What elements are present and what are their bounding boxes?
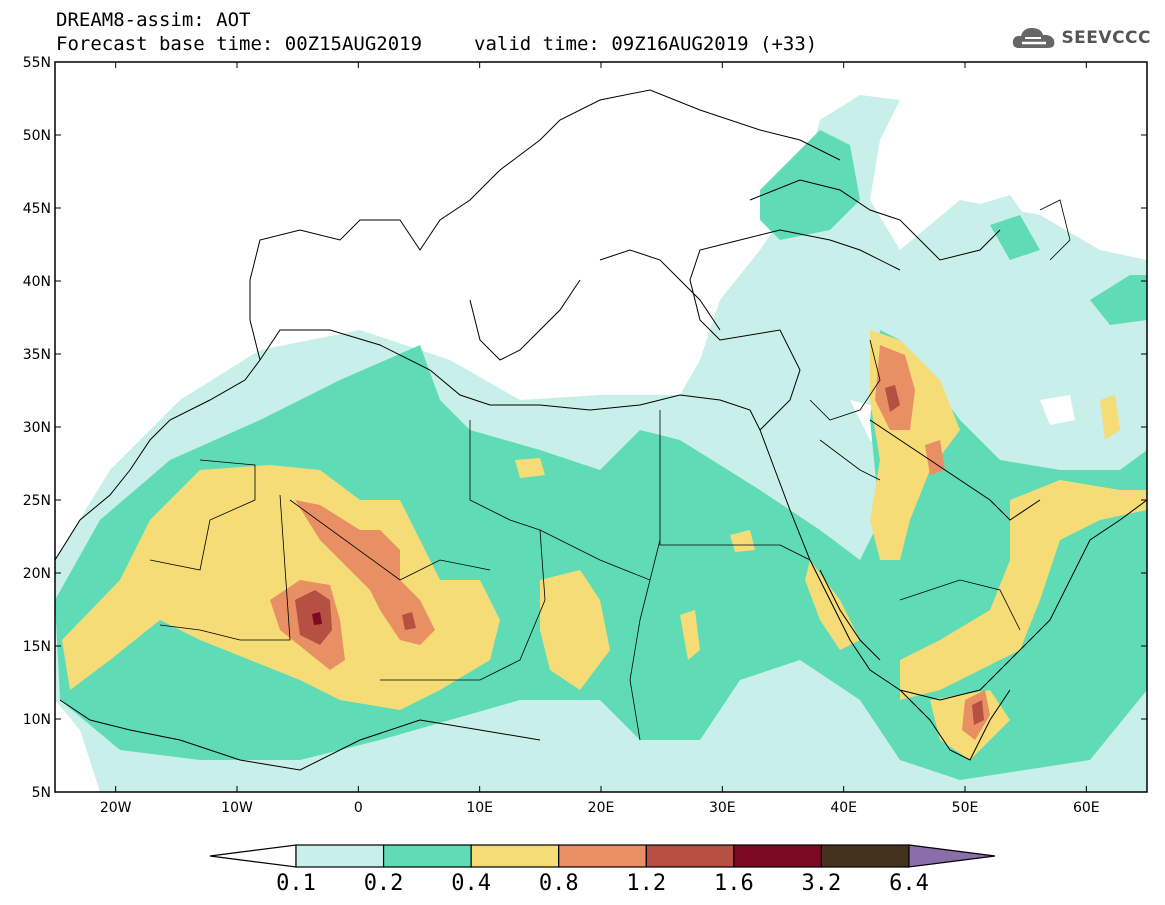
colorbar-label: 6.4 (889, 871, 929, 896)
valid-time: valid time: 09Z16AUG2019 (+33) (474, 33, 818, 55)
colorbar-high-arrow (908, 844, 996, 868)
lon-label: 30E (709, 800, 736, 816)
colorbar-segment (558, 844, 647, 868)
aot-level-1.6 (312, 612, 322, 625)
lon-label: 10W (221, 800, 253, 816)
lon-label: 20E (588, 800, 615, 816)
colorbar-segment (645, 844, 735, 868)
cloud-logo-icon (1013, 28, 1055, 48)
colorbar-segment (295, 844, 385, 868)
colorbar-label: 1.2 (626, 871, 666, 896)
coastlines (55, 89, 1147, 771)
colorbar-label: 0.4 (451, 871, 491, 896)
lon-label: 50E (952, 800, 979, 816)
colorbar-label: 1.6 (714, 871, 754, 896)
colorbar-segment (820, 844, 910, 868)
lat-label: 10N (23, 712, 51, 728)
map-subtitle: Forecast base time: 00Z15AUG2019 valid ti… (56, 34, 817, 54)
colorbar-label: 0.1 (276, 871, 316, 896)
longitude-axis: 20W 10W 0 10E 20E 30E 40E 50E 60E (100, 62, 1100, 816)
colorbar-label: 0.2 (364, 871, 404, 896)
lat-label: 35N (23, 347, 51, 363)
lon-label: 0 (354, 800, 363, 816)
map-title: DREAM8-assim: AOT (56, 9, 251, 31)
lat-label: 5N (32, 785, 51, 801)
lat-label: 15N (23, 639, 51, 655)
lat-label: 45N (23, 201, 51, 217)
lat-label: 55N (23, 55, 51, 71)
lat-label: 50N (23, 128, 51, 144)
aot-contours (55, 62, 1147, 792)
colorbar-label: 3.2 (802, 871, 842, 896)
latitude-axis: 55N 50N 45N 40N 35N 30N 25N 20N 15N 10N 5N (23, 55, 1147, 801)
lat-label: 20N (23, 566, 51, 582)
seevccc-logo: SEEVCCC (1011, 24, 1151, 52)
colorbar-segment (382, 844, 472, 868)
colorbar-low-arrow (209, 844, 297, 868)
forecast-base-time: Forecast base time: 00Z15AUG2019 (56, 33, 423, 55)
colorbar-label: 0.8 (539, 871, 579, 896)
colorbar-segment (733, 844, 823, 868)
lat-label: 25N (23, 493, 51, 509)
lon-label: 20W (100, 800, 132, 816)
lon-label: 40E (830, 800, 857, 816)
lat-label: 40N (23, 274, 51, 290)
lon-label: 10E (466, 800, 493, 816)
lon-label: 60E (1073, 800, 1100, 816)
country-borders (149, 199, 1071, 741)
lat-label: 30N (23, 420, 51, 436)
colorbar: 0.1 0.2 0.4 0.8 1.2 1.6 3.2 6.4 (209, 844, 996, 896)
colorbar-segment (470, 844, 560, 868)
logo-text: SEEVCCC (1061, 28, 1151, 48)
